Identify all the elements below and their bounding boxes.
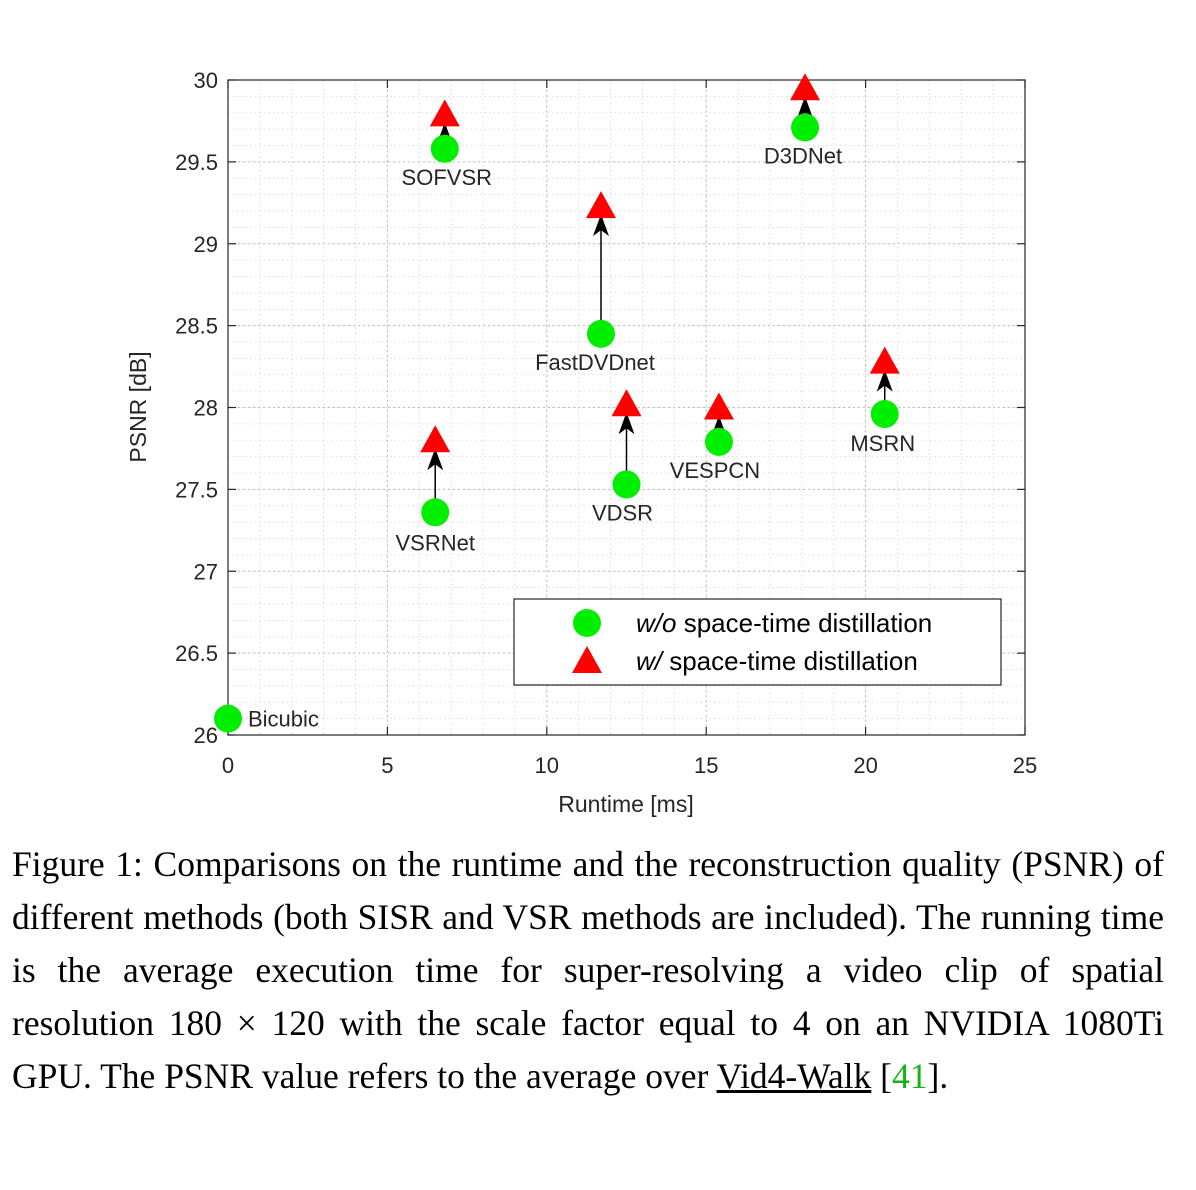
y-tick-label: 26: [194, 723, 218, 748]
y-tick-label: 29.5: [175, 150, 218, 175]
x-tick-label: 0: [222, 753, 234, 778]
citation-link[interactable]: 41: [892, 1056, 928, 1096]
method-label: D3DNet: [764, 143, 842, 168]
triangle-marker: [429, 99, 460, 127]
method-label: SOFVSR: [402, 165, 492, 190]
triangle-marker: [585, 191, 616, 219]
legend-circle-icon: [573, 609, 601, 637]
legend-entry-qualifier: w/o: [636, 608, 676, 638]
circle-marker: [870, 400, 899, 429]
triangle-marker: [790, 73, 821, 101]
caption-text: Figure 1: Comparisons on the runtime and…: [12, 844, 1164, 1096]
y-tick-label: 27: [194, 559, 218, 584]
figure-caption: Figure 1: Comparisons on the runtime and…: [12, 838, 1164, 1103]
circle-marker: [704, 427, 733, 456]
improvement-arrow-head: [592, 214, 609, 237]
circle-marker: [214, 704, 242, 733]
circle-marker: [791, 113, 820, 142]
dataset-link[interactable]: Vid4-Walk: [716, 1056, 872, 1096]
method-label: VSRNet: [395, 530, 474, 555]
y-tick-label: 29: [194, 232, 218, 257]
circle-marker: [421, 498, 450, 527]
chart-svg: 0 5 10 15 20 25 26 26.5 27 27.5 28 28.5 29 29.5 30 Bic…: [125, 68, 1037, 817]
legend-triangle-icon: [572, 646, 602, 673]
x-tick-label: 25: [1013, 753, 1037, 778]
y-tick-label: 30: [194, 68, 218, 93]
label-layer: Bicubic VSRNet SOFVSR FastDVDnet VDSR VESPCN D…: [248, 143, 915, 731]
y-tick-label: 27.5: [175, 477, 218, 502]
triangle-marker: [869, 346, 900, 374]
psnr-runtime-chart: 0 5 10 15 20 25 26 26.5 27 27.5 28 28.5 29 29.5 30 Bic…: [125, 68, 1037, 817]
triangle-marker: [703, 392, 734, 420]
method-label: FastDVDnet: [535, 350, 655, 375]
method-label: Bicubic: [248, 707, 319, 732]
method-label: VDSR: [592, 500, 653, 525]
x-tick-label: 5: [381, 753, 393, 778]
caption-ref-open: [: [871, 1056, 892, 1096]
circle-marker: [430, 134, 459, 163]
caption-ref-close: ].: [927, 1056, 949, 1096]
y-tick-label: 28.5: [175, 314, 218, 339]
method-label: MSRN: [850, 431, 915, 456]
improvement-arrow-head: [797, 96, 814, 119]
method-label: VESPCN: [670, 458, 760, 483]
legend-entry-text: space-time distillation: [676, 608, 932, 638]
triangle-marker: [611, 389, 642, 417]
x-tick-label: 20: [853, 753, 877, 778]
legend-entry-qualifier: w/: [636, 646, 665, 676]
circle-marker: [586, 319, 615, 348]
y-tick-label: 28: [194, 396, 218, 421]
marker-layer: [214, 73, 900, 733]
tick-layer: 0 5 10 15 20 25 26 26.5 27 27.5 28 28.5 29 29.5 30: [175, 68, 1037, 778]
y-tick-label: 26.5: [175, 641, 218, 666]
improvement-arrow-head: [618, 412, 635, 435]
x-axis-title: Runtime [ms]: [558, 791, 693, 817]
legend-entry-text: space-time distillation: [662, 646, 918, 676]
x-tick-label: 10: [535, 753, 559, 778]
legend-entry: w/ space-time distillation: [636, 646, 918, 676]
legend-entry: w/o space-time distillation: [636, 608, 932, 638]
x-tick-label: 15: [694, 753, 718, 778]
circle-marker: [612, 470, 641, 499]
improvement-arrow-head: [876, 369, 893, 392]
y-axis-title: PSNR [dB]: [125, 351, 151, 462]
triangle-marker: [420, 425, 451, 453]
improvement-arrow-head: [427, 448, 444, 471]
